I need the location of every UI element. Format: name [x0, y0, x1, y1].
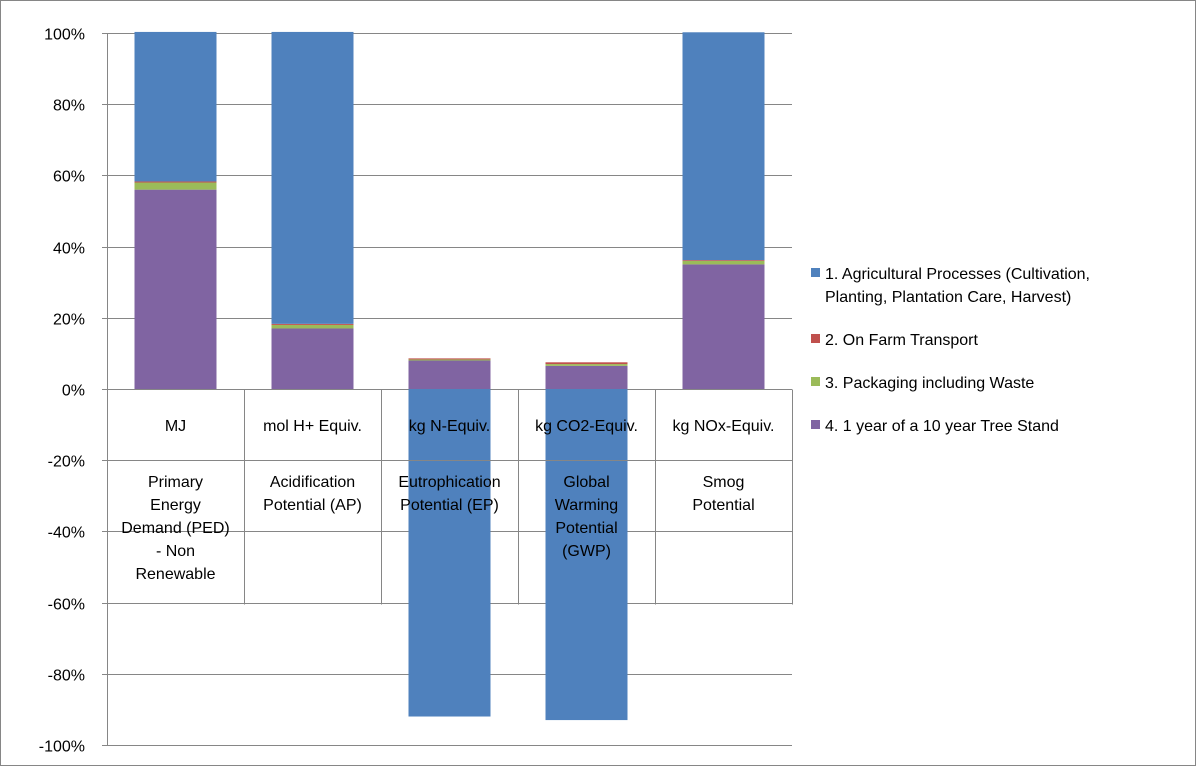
y-tick-label: 100%	[44, 27, 85, 44]
bar-segment	[682, 32, 765, 261]
legend-label: 3. Packaging including Waste	[825, 375, 1034, 392]
category-name-label: Energy	[150, 497, 201, 514]
bar-segment	[545, 389, 628, 721]
y-tick-label: 40%	[53, 241, 85, 258]
category-name-label: Acidification	[270, 474, 355, 491]
category-name-label: Potential	[692, 497, 754, 514]
bar-segment	[134, 182, 217, 190]
category-unit-label: MJ	[165, 418, 186, 435]
bar-segment	[271, 323, 354, 325]
bar-segment	[408, 359, 491, 361]
bar-segment	[408, 389, 491, 717]
bar-segment	[271, 31, 354, 324]
legend-swatch	[811, 334, 820, 343]
bar-segment	[408, 360, 491, 389]
y-tick-label: -80%	[48, 668, 85, 685]
bar-segment	[545, 365, 628, 389]
y-tick-label: 80%	[53, 98, 85, 115]
category-name-label: Potential	[555, 520, 617, 537]
y-tick-label: -100%	[39, 739, 85, 756]
bar-segment	[682, 260, 765, 261]
y-axis: -100% -80% -60% -40% -20% 0% 20% 40% 60% 80% 100%	[39, 27, 108, 756]
bar-segment	[545, 364, 628, 366]
bar-segment	[271, 324, 354, 329]
category-name-label: Eutrophication	[398, 474, 500, 491]
y-tick-label: 0%	[62, 383, 85, 400]
y-tick-label: 60%	[53, 169, 85, 186]
category-name-label: Potential (AP)	[263, 497, 362, 514]
bar-segment	[682, 264, 765, 389]
category-unit-label: kg N-Equiv.	[409, 418, 491, 435]
category-table: MJ Primary Energy Demand (PED) - Non Renewabl…	[107, 389, 793, 605]
category-name-label: Renewable	[135, 566, 215, 583]
category-unit-label: mol H+ Equiv.	[263, 418, 362, 435]
category-name-label: Warming	[555, 497, 618, 514]
bar-segment	[134, 31, 217, 182]
legend-label: 4. 1 year of a 10 year Tree Stand	[825, 418, 1059, 435]
y-tick-label: -40%	[48, 525, 85, 542]
category-name-label: - Non	[156, 543, 195, 560]
category-name-label: Smog	[703, 474, 745, 491]
legend-label: Planting, Plantation Care, Harvest)	[825, 289, 1071, 306]
legend-label: 2. On Farm Transport	[825, 332, 978, 349]
category-name-label: Global	[563, 474, 609, 491]
legend-swatch	[811, 377, 820, 386]
category-unit-label: kg NOx-Equiv.	[673, 418, 775, 435]
category-unit-label: kg CO2-Equiv.	[535, 418, 638, 435]
y-tick-label: -60%	[48, 597, 85, 614]
category-name-label: (GWP)	[562, 543, 611, 560]
bar-segment	[408, 358, 491, 360]
legend-label: 1. Agricultural Processes (Cultivation,	[825, 266, 1090, 283]
bar-segment	[271, 328, 354, 389]
category-name-label: Primary	[148, 474, 203, 491]
bar-segment	[134, 189, 217, 389]
bar-segment	[134, 181, 217, 183]
category-name-label: Potential (EP)	[400, 497, 499, 514]
bars	[134, 31, 765, 721]
y-tick-label: -20%	[48, 454, 85, 471]
bar-segment	[545, 362, 628, 365]
category-name-label: Demand (PED)	[121, 520, 229, 537]
legend-swatch	[811, 420, 820, 429]
legend: 1. Agricultural Processes (Cultivation, P…	[811, 266, 1090, 435]
gridlines	[102, 33, 792, 746]
y-tick-label: 20%	[53, 312, 85, 329]
bar-segment	[682, 260, 765, 265]
legend-swatch	[811, 268, 820, 277]
